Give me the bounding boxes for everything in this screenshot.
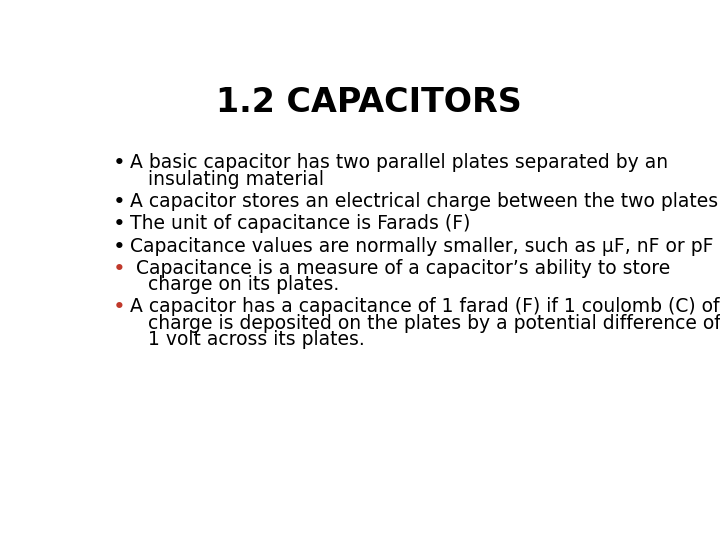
Text: charge on its plates.: charge on its plates. <box>130 275 340 294</box>
Text: Capacitance values are normally smaller, such as μF, nF or pF: Capacitance values are normally smaller,… <box>130 237 714 255</box>
Text: •: • <box>113 153 126 173</box>
Text: •: • <box>113 298 126 318</box>
Text: •: • <box>113 259 126 279</box>
Text: Capacitance is a measure of a capacitor’s ability to store: Capacitance is a measure of a capacitor’… <box>130 259 670 278</box>
Text: A capacitor has a capacitance of 1 farad (F) if 1 coulomb (C) of: A capacitor has a capacitance of 1 farad… <box>130 298 720 316</box>
Text: •: • <box>113 214 126 234</box>
Text: charge is deposited on the plates by a potential difference of: charge is deposited on the plates by a p… <box>130 314 720 333</box>
Text: A capacitor stores an electrical charge between the two plates: A capacitor stores an electrical charge … <box>130 192 719 211</box>
Text: 1 volt across its plates.: 1 volt across its plates. <box>130 330 365 349</box>
Text: The unit of capacitance is Farads (F): The unit of capacitance is Farads (F) <box>130 214 471 233</box>
Text: insulating material: insulating material <box>130 170 324 188</box>
Text: •: • <box>113 237 126 256</box>
Text: 1.2 CAPACITORS: 1.2 CAPACITORS <box>216 86 522 119</box>
Text: •: • <box>113 192 126 212</box>
Text: A basic capacitor has two parallel plates separated by an: A basic capacitor has two parallel plate… <box>130 153 668 172</box>
